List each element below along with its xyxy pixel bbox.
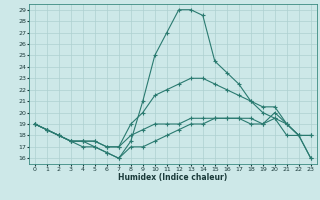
X-axis label: Humidex (Indice chaleur): Humidex (Indice chaleur) xyxy=(118,173,228,182)
